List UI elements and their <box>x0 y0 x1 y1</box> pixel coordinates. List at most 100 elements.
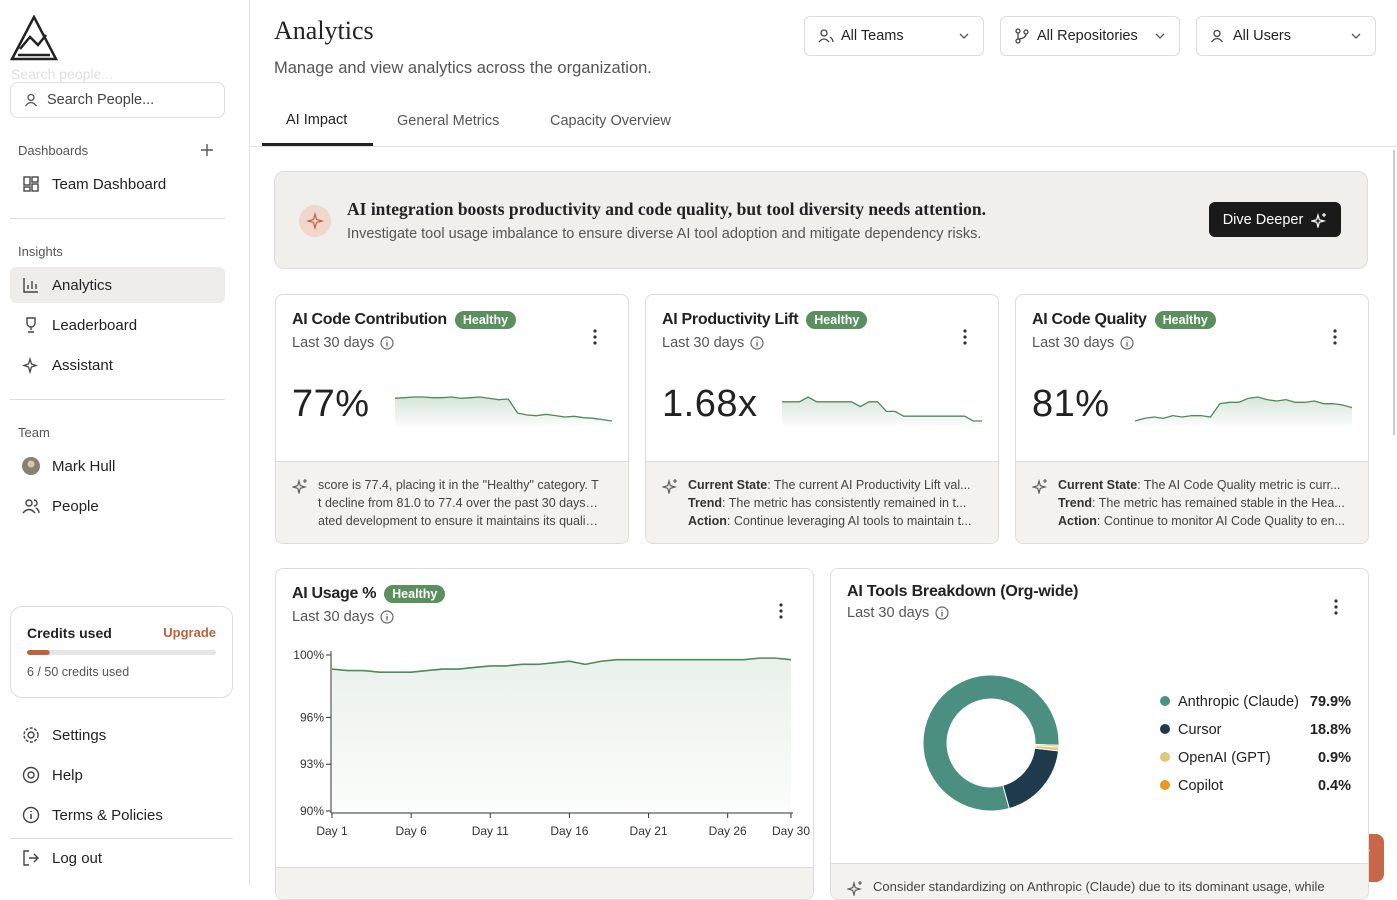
menu-icon[interactable] <box>962 329 968 345</box>
legend-value: 79.9% <box>1310 694 1351 710</box>
donut-chart: Anthropic (Claude) 79.9% Cursor 18.8% OpenAI… <box>922 674 1351 812</box>
chart-card: AI Tools Breakdown (Org-wide) Last 30 day… <box>830 568 1369 900</box>
nav-label: People <box>52 497 99 515</box>
section-heading: Insights <box>18 244 63 259</box>
nav-item[interactable]: Settings <box>22 726 106 744</box>
tab[interactable]: Capacity Overview <box>550 113 671 129</box>
info-icon <box>380 336 394 350</box>
x-tick-label: Day 21 <box>630 824 668 838</box>
chart-card: AI Usage % Healthy Last 30 days 100% 96% 93% 9… <box>275 568 814 900</box>
summary-icon <box>662 478 678 494</box>
card-period: Last 30 days <box>292 335 394 351</box>
legend-swatch <box>1160 696 1170 706</box>
credits-card: Credits used Upgrade 6 / 50 credits used <box>10 606 233 698</box>
filter-label: All Teams <box>841 28 904 44</box>
icon <box>22 499 40 514</box>
icon <box>22 806 40 824</box>
icon <box>23 176 39 192</box>
dot <box>963 335 967 339</box>
donut-slice <box>1002 747 1060 810</box>
filter-dropdown[interactable]: All Users <box>1196 16 1376 56</box>
nav-item[interactable]: Log out <box>22 849 102 867</box>
legend-label: Anthropic (Claude) <box>1178 694 1299 710</box>
status-badge: Healthy <box>806 311 868 329</box>
nav-item[interactable]: Terms & Policies <box>22 806 163 824</box>
dot <box>593 341 597 345</box>
summary-text: t decline from 81.0 to 77.4 over the pas… <box>318 496 600 510</box>
user-icon <box>24 93 38 107</box>
button-label: Dive Deeper <box>1222 211 1304 228</box>
card-title: AI Productivity Lift <box>662 311 799 328</box>
metric-card: AI Code Quality Healthy Last 30 days 81% Cur… <box>1015 294 1369 544</box>
nav-item[interactable]: People <box>22 497 99 515</box>
nav-item[interactable]: Assistant <box>22 356 113 374</box>
icon <box>23 278 38 293</box>
sparkline-line <box>394 396 613 422</box>
filter-dropdown[interactable]: All Teams <box>804 16 984 56</box>
legend-label: Cursor <box>1178 722 1222 738</box>
sparkline-line <box>1134 396 1353 422</box>
footer-text: Consider standardizing on Anthropic (Cla… <box>873 879 1325 894</box>
legend-swatch <box>1160 752 1170 762</box>
menu-icon[interactable] <box>1333 599 1339 615</box>
summary-text: : The metric has remained stable in the … <box>1092 496 1345 510</box>
summary-line: Trend: The metric has consistently remai… <box>688 494 982 512</box>
tab-underline <box>262 143 373 146</box>
summary-line: Current State: The current AI Productivi… <box>688 476 982 494</box>
card-title: AI Tools Breakdown (Org-wide) <box>847 583 1079 600</box>
metric-value: 1.68x <box>662 383 758 425</box>
dive-deeper-button[interactable]: Dive Deeper <box>1209 202 1341 237</box>
nav-item[interactable]: Leaderboard <box>22 316 137 334</box>
summary-label: Trend <box>688 496 723 510</box>
sparkle <box>1032 478 1048 494</box>
sparkline <box>782 396 982 425</box>
legend-value: 18.8% <box>1310 722 1351 738</box>
card-period: Last 30 days <box>292 609 394 625</box>
tab-border <box>250 146 1397 147</box>
ring <box>935 606 949 620</box>
divider <box>10 838 233 839</box>
chevron <box>1351 33 1361 39</box>
summary-line: t decline from 81.0 to 77.4 over the pas… <box>318 494 600 512</box>
nav-item[interactable]: Mark Hull <box>22 457 115 475</box>
nav-label: Help <box>52 766 83 784</box>
upgrade-link[interactable]: Upgrade <box>163 625 216 640</box>
chevron <box>1155 33 1165 39</box>
filter-label: All Users <box>1233 28 1292 44</box>
ring <box>750 336 764 350</box>
summary-icon <box>1032 478 1048 494</box>
add-icon[interactable] <box>200 143 214 157</box>
x-tick-label: Day 26 <box>709 824 747 838</box>
tab[interactable]: General Metrics <box>397 113 500 129</box>
menu-icon[interactable] <box>592 329 598 345</box>
card-period: Last 30 days <box>662 335 764 351</box>
icon <box>1210 29 1224 43</box>
sparkline <box>394 396 613 425</box>
page-subtitle: Manage and view analytics across the org… <box>274 59 652 77</box>
scrollbar <box>1393 150 1395 435</box>
dot <box>963 341 967 345</box>
tab-active[interactable]: AI Impact <box>286 112 348 128</box>
legend-label: OpenAI (GPT) <box>1178 750 1271 766</box>
metric-value: 81% <box>1032 383 1110 425</box>
insight-detail: Investigate tool usage imbalance to ensu… <box>347 226 982 242</box>
card-footer: Consider standardizing on Anthropic (Cla… <box>831 863 1368 899</box>
nav-item[interactable]: Help <box>22 766 83 784</box>
menu-icon[interactable] <box>1332 329 1338 345</box>
nav-item[interactable]: Team Dashboard <box>22 175 166 193</box>
card-title: AI Code Quality <box>1032 311 1147 328</box>
info-icon <box>935 606 949 620</box>
credits-track <box>27 650 216 655</box>
credits-bar <box>27 650 216 655</box>
menu-icon[interactable] <box>778 603 784 619</box>
nav-item[interactable]: Analytics <box>22 276 112 294</box>
filter-dropdown[interactable]: All Repositories <box>1000 16 1180 56</box>
summary-line: Current State: The AI Code Quality metri… <box>1058 476 1352 494</box>
nav-label: Terms & Policies <box>52 806 163 824</box>
icon <box>22 766 40 784</box>
y-tick-label: 96% <box>300 710 324 724</box>
status-badge: Healthy <box>384 585 446 603</box>
nav-label: Log out <box>52 849 103 867</box>
search-box[interactable]: Search People... <box>10 82 225 118</box>
